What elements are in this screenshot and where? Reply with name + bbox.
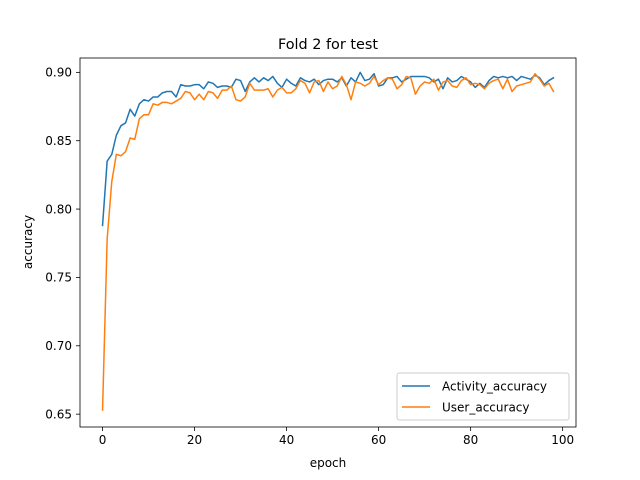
x-tick-label: 20 bbox=[187, 433, 202, 447]
plot-frame bbox=[79, 57, 577, 428]
y-tick-label: 0.90 bbox=[45, 66, 72, 80]
legend: Activity_accuracy User_accuracy bbox=[396, 372, 570, 421]
chart-title: Fold 2 for test bbox=[278, 37, 378, 53]
y-tick-label: 0.80 bbox=[45, 202, 72, 216]
legend-box bbox=[396, 372, 570, 421]
y-axis: 0.65 0.70 0.75 0.80 0.85 0.90 bbox=[45, 66, 80, 421]
y-axis-label: accuracy bbox=[21, 215, 35, 269]
x-tick-label: 0 bbox=[99, 433, 107, 447]
y-tick-label: 0.65 bbox=[45, 407, 72, 421]
series-line-user-accuracy bbox=[101, 72, 555, 411]
x-axis: 0 20 40 60 80 100 bbox=[99, 427, 574, 447]
x-tick-label: 60 bbox=[371, 433, 386, 447]
legend-label: User_accuracy bbox=[442, 400, 530, 414]
y-tick-label: 0.85 bbox=[45, 134, 72, 148]
plot-area bbox=[101, 71, 555, 411]
x-tick-label: 40 bbox=[279, 433, 294, 447]
y-tick-label: 0.75 bbox=[45, 271, 72, 285]
x-tick-label: 80 bbox=[463, 433, 478, 447]
x-axis-label: epoch bbox=[310, 456, 347, 470]
y-tick-label: 0.70 bbox=[45, 339, 72, 353]
x-tick-label: 100 bbox=[551, 433, 574, 447]
legend-label: Activity_accuracy bbox=[442, 379, 547, 393]
